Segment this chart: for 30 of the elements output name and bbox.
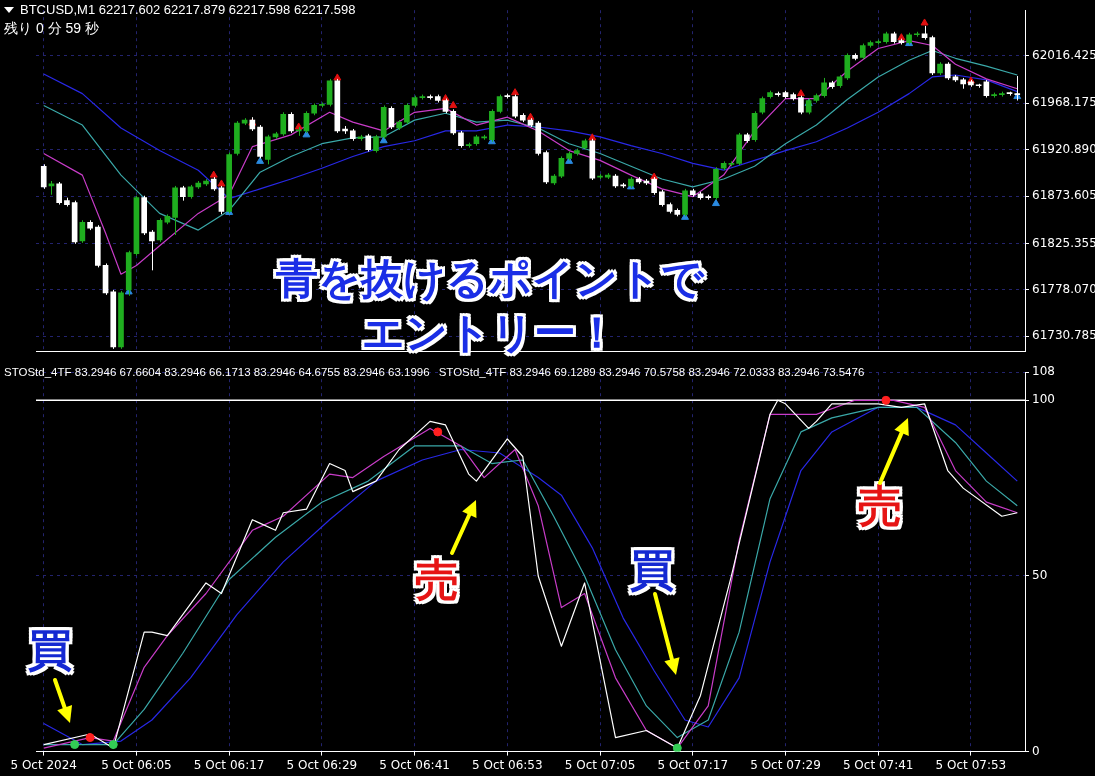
y-tick-label: 61968.175 bbox=[1032, 95, 1095, 110]
x-tick-label: 5 Oct 07:05 bbox=[564, 757, 636, 772]
annotation: STOStd_4TF 83.2946 67.6604 83.2946 66.1713 83.2946 64.6755 83.2946 63.1996 bbox=[4, 366, 430, 378]
y-tick-label: 61730.785 bbox=[1032, 328, 1095, 343]
text: 残り 0 分 59 秒 bbox=[4, 20, 100, 38]
y-tick-label: 100 bbox=[1032, 392, 1055, 407]
x-tick-label: 5 Oct 07:17 bbox=[657, 757, 729, 772]
annotation: 買 bbox=[27, 623, 73, 677]
x-tick-label: 5 Oct 2024 bbox=[10, 757, 78, 772]
y-tick-label: 62016.425 bbox=[1032, 48, 1095, 63]
y-tick-label: 0 bbox=[1032, 743, 1040, 758]
x-tick-label: 5 Oct 06:05 bbox=[101, 757, 172, 772]
y-tick-label: 61825.355 bbox=[1032, 235, 1095, 250]
y-tick-label: 61873.605 bbox=[1032, 188, 1095, 203]
y-tick-label: 50 bbox=[1032, 568, 1048, 583]
annotation: 青を抜けるポイントで bbox=[275, 253, 706, 305]
annotation: 売 bbox=[857, 479, 903, 533]
annotation: STOStd_4TF 83.2946 69.1289 83.2946 70.5758 83.2946 72.0333 83.2946 73.5476 bbox=[438, 366, 865, 378]
x-tick-label: 5 Oct 06:41 bbox=[379, 757, 450, 772]
x-tick-label: 5 Oct 07:29 bbox=[750, 757, 821, 772]
x-tick-label: 5 Oct 07:41 bbox=[842, 757, 914, 772]
x-tick-label: 5 Oct 06:53 bbox=[472, 757, 543, 772]
x-tick-label: 5 Oct 06:17 bbox=[193, 757, 265, 772]
y-tick-label: 108 bbox=[1032, 364, 1055, 379]
chart-title: BTCUSD,M1 62217.602 62217.879 62217.598 62217.598 bbox=[20, 2, 356, 17]
x-tick-label: 5 Oct 07:53 bbox=[935, 757, 1007, 772]
annotation: 買 bbox=[629, 543, 675, 597]
annotation: エントリー！ bbox=[361, 307, 619, 359]
x-tick-label: 5 Oct 06:29 bbox=[286, 757, 358, 772]
annotation: 売 bbox=[414, 553, 460, 607]
